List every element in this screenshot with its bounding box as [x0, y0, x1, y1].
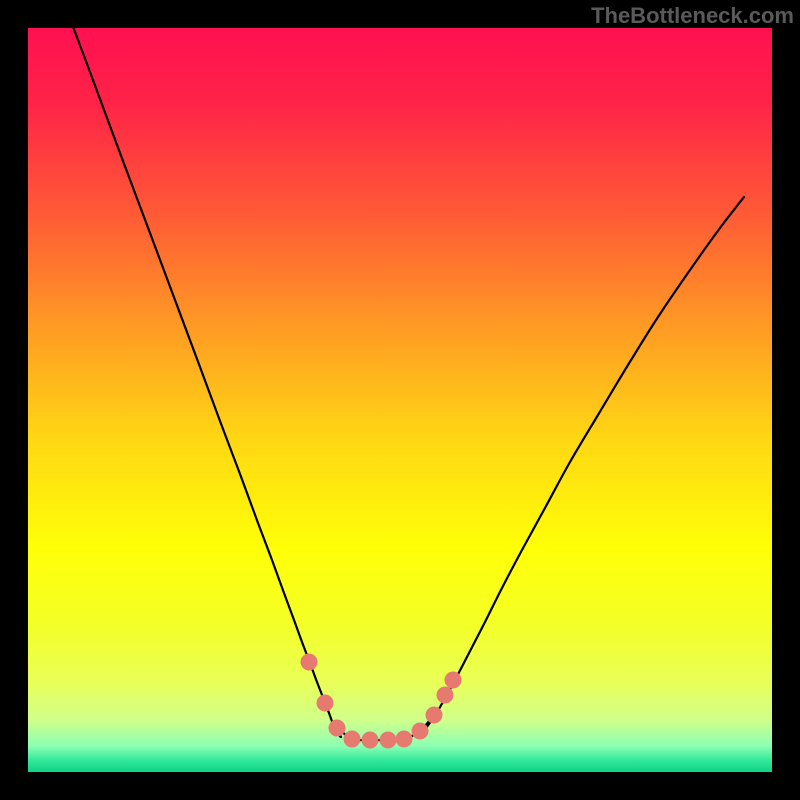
data-point-marker	[317, 695, 334, 712]
data-point-marker	[344, 731, 361, 748]
data-point-marker	[426, 707, 443, 724]
chart-canvas: TheBottleneck.com	[0, 0, 800, 800]
watermark-text: TheBottleneck.com	[591, 3, 794, 29]
gradient-background	[28, 28, 772, 772]
data-point-marker	[380, 732, 397, 749]
data-point-marker	[301, 654, 318, 671]
data-point-marker	[412, 723, 429, 740]
data-point-marker	[362, 732, 379, 749]
data-point-marker	[329, 720, 346, 737]
bottleneck-chart	[0, 0, 800, 800]
data-point-marker	[445, 672, 462, 689]
data-point-marker	[437, 687, 454, 704]
data-point-marker	[396, 731, 413, 748]
